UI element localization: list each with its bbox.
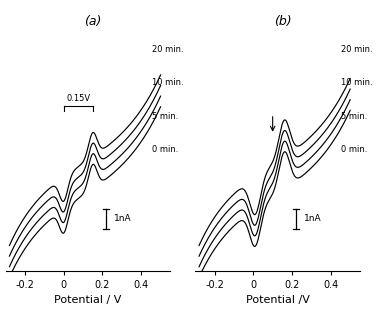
Text: (b): (b) xyxy=(274,16,291,28)
Text: 10 min.: 10 min. xyxy=(342,78,373,87)
Text: (a): (a) xyxy=(84,16,102,28)
X-axis label: Potential /V: Potential /V xyxy=(246,295,309,305)
Text: 0 min.: 0 min. xyxy=(152,145,178,154)
Text: 20 min.: 20 min. xyxy=(152,45,183,54)
X-axis label: Potential / V: Potential / V xyxy=(54,295,121,305)
Text: 5 min.: 5 min. xyxy=(342,112,368,121)
Text: 0 min.: 0 min. xyxy=(342,145,368,154)
Text: 0.15V: 0.15V xyxy=(66,94,90,103)
Text: 1nA: 1nA xyxy=(114,214,132,223)
Text: 20 min.: 20 min. xyxy=(342,45,373,54)
Text: 10 min.: 10 min. xyxy=(152,78,183,87)
Text: 5 min.: 5 min. xyxy=(152,112,178,121)
Text: 1nA: 1nA xyxy=(304,214,321,223)
